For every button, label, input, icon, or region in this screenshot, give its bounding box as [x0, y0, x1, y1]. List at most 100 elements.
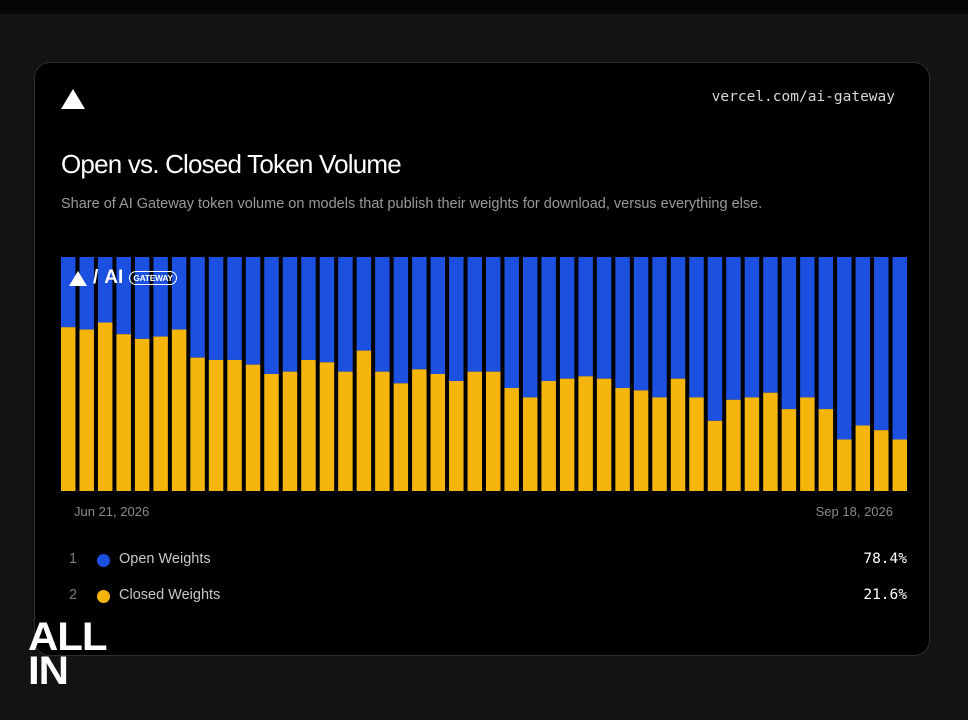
chart-subtitle: Share of AI Gateway token volume on mode… — [61, 196, 763, 212]
bar-closed-weights-25[interactable] — [504, 388, 519, 491]
bar-closed-weights-26[interactable] — [522, 397, 538, 491]
bar-open-weights-12[interactable] — [264, 257, 279, 374]
bar-open-weights-40[interactable] — [781, 257, 797, 410]
bar-closed-weights-3[interactable] — [97, 322, 113, 491]
bar-closed-weights-2[interactable] — [79, 329, 94, 491]
bar-open-weights-28[interactable] — [559, 257, 575, 379]
bar-closed-weights-44[interactable] — [855, 425, 871, 491]
bar-closed-weights-22[interactable] — [449, 381, 464, 491]
bar-open-weights-14[interactable] — [301, 257, 316, 360]
bar-open-weights-15[interactable] — [319, 257, 335, 363]
bar-closed-weights-6[interactable] — [153, 336, 168, 491]
bar-open-weights-22[interactable] — [449, 257, 464, 382]
bar-closed-weights-10[interactable] — [227, 359, 242, 491]
bar-closed-weights-35[interactable] — [689, 397, 704, 491]
bar-open-weights-45[interactable] — [874, 257, 889, 431]
bar-open-weights-3[interactable] — [97, 257, 113, 323]
bar-closed-weights-41[interactable] — [800, 397, 815, 491]
bar-open-weights-8[interactable] — [190, 257, 205, 358]
bar-open-weights-21[interactable] — [430, 257, 446, 374]
bar-open-weights-20[interactable] — [412, 257, 427, 370]
bar-closed-weights-18[interactable] — [375, 371, 390, 491]
bar-closed-weights-7[interactable] — [171, 329, 187, 491]
bar-closed-weights-39[interactable] — [763, 392, 778, 491]
bar-open-weights-35[interactable] — [689, 257, 704, 398]
bar-closed-weights-27[interactable] — [541, 381, 556, 491]
legend-rank: 2 — [69, 587, 78, 603]
bar-closed-weights-38[interactable] — [744, 397, 760, 491]
bar-closed-weights-37[interactable] — [726, 399, 741, 491]
bar-open-weights-41[interactable] — [800, 257, 815, 398]
vercel-logo-icon[interactable] — [61, 89, 85, 109]
bar-closed-weights-19[interactable] — [393, 383, 409, 491]
bar-closed-weights-45[interactable] — [874, 430, 889, 491]
bar-closed-weights-17[interactable] — [356, 350, 372, 491]
ai-gateway-watermark: / AI GATEWAY — [69, 267, 177, 289]
bar-open-weights-16[interactable] — [338, 257, 353, 372]
bar-closed-weights-4[interactable] — [116, 334, 131, 491]
bar-open-weights-34[interactable] — [670, 257, 686, 379]
bar-open-weights-18[interactable] — [375, 257, 390, 372]
bar-closed-weights-11[interactable] — [245, 364, 261, 491]
bar-open-weights-39[interactable] — [763, 257, 778, 393]
bar-closed-weights-33[interactable] — [652, 397, 667, 491]
bar-closed-weights-46[interactable] — [892, 439, 907, 491]
bar-open-weights-46[interactable] — [892, 257, 907, 440]
bar-open-weights-19[interactable] — [393, 257, 409, 384]
bar-open-weights-17[interactable] — [356, 257, 372, 351]
bar-open-weights-5[interactable] — [134, 257, 150, 339]
bar-open-weights-30[interactable] — [596, 257, 612, 379]
bar-closed-weights-14[interactable] — [301, 359, 316, 491]
bar-closed-weights-34[interactable] — [670, 378, 686, 491]
bar-closed-weights-30[interactable] — [596, 378, 612, 491]
bar-closed-weights-1[interactable] — [61, 327, 76, 491]
bar-closed-weights-20[interactable] — [412, 369, 427, 491]
chart-svg — [61, 257, 907, 491]
bar-open-weights-36[interactable] — [707, 257, 723, 421]
bar-closed-weights-42[interactable] — [818, 409, 834, 491]
bar-open-weights-29[interactable] — [578, 257, 593, 377]
bar-closed-weights-24[interactable] — [486, 371, 501, 491]
bar-closed-weights-15[interactable] — [319, 362, 335, 491]
bar-closed-weights-9[interactable] — [208, 359, 224, 491]
bar-closed-weights-8[interactable] — [190, 357, 205, 491]
stacked-bar-chart: / AI GATEWAY — [61, 257, 907, 491]
bar-open-weights-42[interactable] — [818, 257, 834, 410]
bar-open-weights-24[interactable] — [486, 257, 501, 372]
bar-closed-weights-5[interactable] — [134, 338, 150, 491]
bar-closed-weights-36[interactable] — [707, 420, 723, 491]
legend-label: Closed Weights — [119, 587, 221, 603]
bar-closed-weights-21[interactable] — [430, 374, 446, 491]
bar-open-weights-4[interactable] — [116, 257, 131, 335]
legend-item-open-weights[interactable]: 1 Open Weights 78.4% — [61, 549, 907, 585]
bar-open-weights-43[interactable] — [837, 257, 852, 440]
legend-item-closed-weights[interactable]: 2 Closed Weights 21.6% — [61, 585, 907, 621]
bar-closed-weights-13[interactable] — [282, 371, 298, 491]
bar-closed-weights-16[interactable] — [338, 371, 353, 491]
source-url[interactable]: vercel.com/ai-gateway — [711, 89, 895, 105]
bar-open-weights-26[interactable] — [522, 257, 538, 398]
bar-open-weights-37[interactable] — [726, 257, 741, 400]
bar-open-weights-25[interactable] — [504, 257, 519, 389]
bar-open-weights-44[interactable] — [855, 257, 871, 426]
bar-open-weights-27[interactable] — [541, 257, 556, 382]
bar-closed-weights-32[interactable] — [633, 390, 649, 491]
bar-open-weights-38[interactable] — [744, 257, 760, 398]
bar-closed-weights-31[interactable] — [615, 388, 630, 491]
bar-closed-weights-23[interactable] — [467, 371, 482, 491]
bar-open-weights-11[interactable] — [245, 257, 261, 365]
bar-open-weights-23[interactable] — [467, 257, 482, 372]
bar-closed-weights-12[interactable] — [264, 374, 279, 491]
bar-closed-weights-29[interactable] — [578, 376, 593, 491]
bar-closed-weights-43[interactable] — [837, 439, 852, 491]
bar-open-weights-31[interactable] — [615, 257, 630, 389]
bar-closed-weights-40[interactable] — [781, 409, 797, 491]
bar-closed-weights-28[interactable] — [559, 378, 575, 491]
bar-open-weights-10[interactable] — [227, 257, 242, 360]
watermark-ai: AI — [104, 267, 124, 288]
bar-open-weights-33[interactable] — [652, 257, 667, 398]
bar-open-weights-32[interactable] — [633, 257, 649, 391]
bar-open-weights-13[interactable] — [282, 257, 298, 372]
bar-open-weights-9[interactable] — [208, 257, 224, 360]
bar-open-weights-6[interactable] — [153, 257, 168, 337]
